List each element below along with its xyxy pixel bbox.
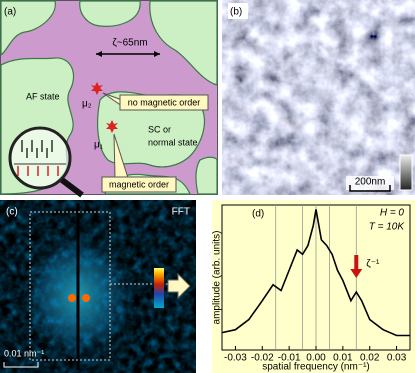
x-tick-label: -0.01 (278, 353, 301, 364)
arrow (167, 272, 191, 300)
x-tick-label: -0.03 (224, 353, 247, 364)
fft-noise (0, 200, 196, 373)
panel-bg (212, 200, 415, 373)
x-tick-label: 0.00 (306, 353, 326, 364)
panel-label: (d) (252, 209, 264, 220)
panel-label: (c) (6, 207, 18, 218)
scale-bar (3, 362, 39, 368)
panel-label: (a) (4, 7, 16, 18)
af-label: AF state (26, 91, 60, 101)
scale-label: 0.01 nm⁻¹ (4, 348, 44, 358)
panel-d (212, 200, 415, 373)
x-tick-label: 0.01 (333, 353, 353, 364)
colorbar (154, 268, 164, 308)
muon-site (106, 120, 118, 133)
arrow-label: ζ⁻¹ (366, 259, 380, 270)
arrow (350, 255, 363, 278)
data-line (221, 209, 410, 337)
annotation: T = 10K (369, 222, 406, 233)
panel-label: (b) (230, 7, 242, 18)
callout-text: no magnetic order (128, 97, 201, 107)
sc-label: SC or (148, 124, 171, 134)
region-box (29, 211, 111, 361)
fft-peak (82, 294, 90, 302)
colorbar (399, 154, 413, 191)
panel-c: (c) FFT 0.01 nm⁻¹ (0, 200, 196, 373)
magnifier (8, 126, 72, 190)
length-label: ζ~65nm (112, 38, 147, 49)
label-box (228, 3, 248, 19)
annotation: H = 0 (380, 208, 405, 219)
x-tick-label: 0.03 (387, 353, 407, 364)
muon-site (91, 82, 103, 95)
fft-peak (68, 294, 76, 302)
magnifier-handle (60, 177, 84, 198)
x-tick-label: -0.02 (251, 353, 274, 364)
x-axis-label: spatial frequency (nm⁻¹) (262, 362, 370, 373)
panel-a: ζ~65nm (a) AF state μ₂ no magnetic order… (0, 0, 218, 198)
callout-box (101, 176, 177, 193)
mu2-label: μ₂ (82, 99, 92, 110)
x-tick-label: 0.02 (360, 353, 380, 364)
callout-box (119, 94, 209, 111)
scale-bar (349, 185, 391, 192)
fft-label: FFT (172, 207, 190, 218)
afm-image (222, 0, 415, 195)
label-box (346, 176, 394, 190)
panel-b: (b) 200nm (222, 0, 415, 195)
y-axis-label: amplitude (arb. units) (212, 231, 223, 325)
sc-label: normal state (148, 137, 198, 147)
spins-red (17, 166, 59, 176)
scale-label: 200nm (355, 177, 386, 188)
mu1-label: μ₁ (94, 140, 104, 151)
spins (21, 140, 53, 158)
callout-text: magnetic order (109, 179, 169, 189)
